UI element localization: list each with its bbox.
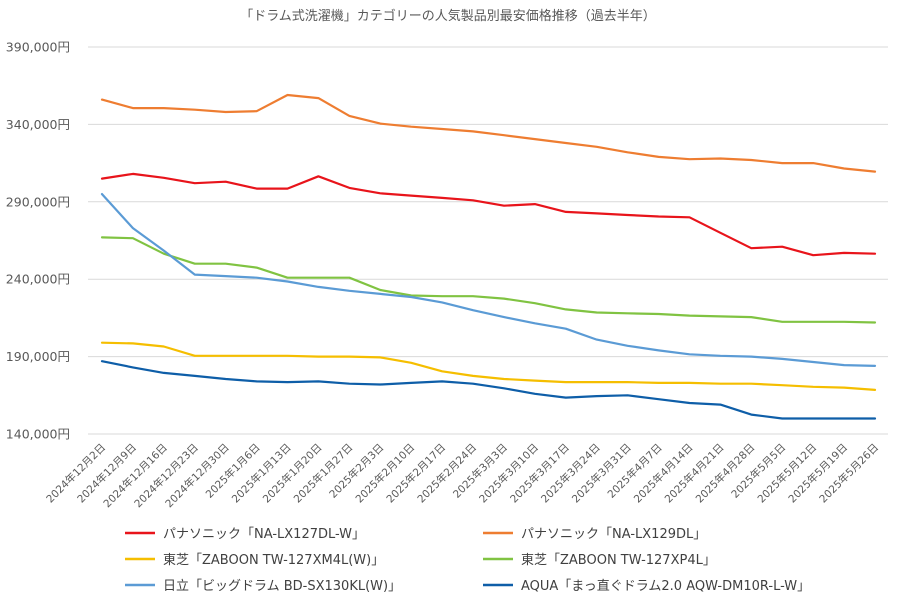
legend-label: パナソニック「NA-LX129DL」 <box>521 527 706 542</box>
series-line-3 <box>100 341 877 391</box>
y-tick-label: 290,000円 <box>6 194 70 209</box>
legend-label: AQUA「まっ直ぐドラム2.0 AQW-DM10R-L-W」 <box>521 579 810 594</box>
y-tick-label: 190,000円 <box>6 349 70 364</box>
legend-label: 日立「ビッグドラム BD-SX130KL(W)」 <box>163 579 401 594</box>
series-line-6 <box>100 360 877 420</box>
legend-label: 東芝「ZABOON TW-127XM4L(W)」 <box>163 552 384 568</box>
y-tick-label: 340,000円 <box>6 117 70 132</box>
chart-title: 「ドラム式洗濯機」カテゴリーの人気製品別最安価格推移（過去半年） <box>240 8 656 24</box>
x-tick-label: 2025年2月3日 <box>327 441 387 501</box>
gridlines <box>88 46 888 435</box>
x-tick-label: 2025年4月7日 <box>605 441 665 501</box>
series-line-4 <box>100 236 877 324</box>
series-line-2 <box>100 93 877 173</box>
y-tick-label: 390,000円 <box>6 40 70 55</box>
series-line-1 <box>100 172 877 257</box>
y-tick-label: 140,000円 <box>6 427 70 442</box>
series-line-5 <box>100 193 877 367</box>
legend-label: パナソニック「NA-LX127DL-W」 <box>163 527 365 542</box>
x-tick-label: 2025年1月6日 <box>203 441 263 501</box>
y-axis-ticks: 140,000円 190,000円 240,000円 290,000円 340,000円… <box>6 40 70 442</box>
series-lines <box>100 93 877 420</box>
y-tick-label: 240,000円 <box>6 272 70 287</box>
x-axis-ticks: 2024年12月2日2024年12月9日2024年12月16日2024年12月2… <box>44 441 882 510</box>
x-tick-label: 2025年5月5日 <box>729 441 789 501</box>
x-tick-label: 2025年3月3日 <box>450 441 510 501</box>
legend-label: 東芝「ZABOON TW-127XP4L」 <box>521 552 716 568</box>
legend: パナソニック「NA-LX127DL-W」 パナソニック「NA-LX129DL」東芝… <box>125 527 810 594</box>
